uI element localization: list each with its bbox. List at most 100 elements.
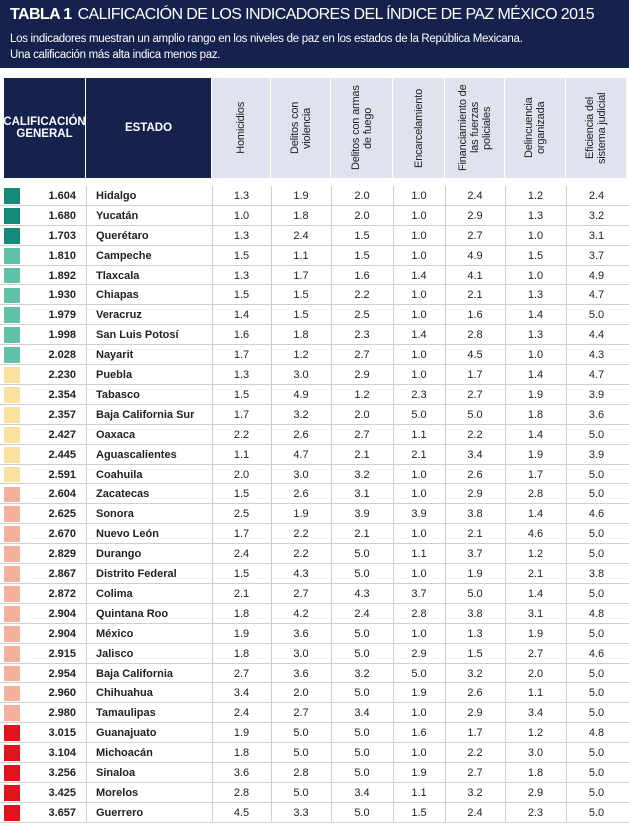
column-divider: [86, 186, 87, 823]
table-row: 1.810 Campeche 1.5 1.1 1.5 1.0 4.9 1.5 3.7: [0, 246, 629, 266]
score: 2.872: [48, 587, 76, 600]
indicator-value: 5.0: [467, 587, 483, 600]
indicator-value: 1.0: [411, 747, 427, 760]
indicator-value: 2.9: [354, 369, 370, 382]
indicator-value: 2.1: [467, 289, 483, 302]
indicator-value: 1.0: [411, 229, 427, 242]
indicator-value: 5.0: [354, 806, 370, 819]
indicator-value: 4.5: [467, 349, 483, 362]
indicator-value: 2.7: [293, 707, 309, 720]
indicator-value: 2.1: [354, 448, 370, 461]
table-row: 3.015 Guanajuato 1.9 5.0 5.0 1.6 1.7 1.2 4.8: [0, 723, 629, 744]
indicator-value: 5.0: [354, 568, 370, 581]
state: Querétaro: [96, 229, 149, 242]
indicator-value: 1.5: [467, 647, 483, 660]
table-row: 2.591 Coahuila 2.0 3.0 3.2 1.0 2.6 1.7 5.0: [0, 465, 629, 485]
score: 2.670: [48, 528, 76, 541]
color-swatch: [4, 446, 20, 463]
indicator-value: 3.9: [588, 388, 605, 401]
state: Chihuahua: [96, 687, 153, 700]
table-row: 1.892 Tlaxcala 1.3 1.7 1.6 1.4 4.1 1.0 4.9: [0, 266, 629, 286]
indicator-value: 2.3: [354, 329, 370, 342]
indicator-value: 1.5: [293, 309, 309, 322]
indicator-value: 3.1: [588, 229, 605, 242]
subtitle: Una calificación más alta indica menos p…: [10, 49, 221, 61]
table-row: 2.960 Chihuahua 3.4 2.0 5.0 1.9 2.6 1.1 5.0: [0, 684, 629, 704]
indicator-value: 2.4: [293, 229, 309, 242]
state: Sinaloa: [96, 767, 136, 780]
color-swatch: [4, 625, 20, 642]
color-swatch: [4, 745, 20, 762]
score: 2.625: [48, 508, 76, 521]
indicator-value: 1.8: [527, 767, 544, 780]
indicator-value: 4.6: [588, 647, 605, 660]
color-swatch: [4, 267, 20, 284]
score: 2.230: [48, 369, 76, 382]
indicator-value: 1.4: [527, 309, 544, 322]
table-row: 2.354 Tabasco 1.5 4.9 1.2 2.3 2.7 1.9 3.9: [0, 385, 629, 405]
column-header-text: Encarcelamiento: [412, 88, 425, 168]
color-swatch: [4, 605, 20, 622]
state: Sonora: [96, 508, 134, 521]
column-divider: [445, 186, 446, 823]
indicator-value: 2.6: [293, 488, 309, 501]
indicator-value: 2.9: [467, 707, 483, 720]
indicator-value: 1.7: [233, 408, 250, 421]
indicator-value: 1.1: [411, 428, 427, 441]
indicator-value: 5.0: [588, 587, 605, 600]
indicator-value: 2.4: [233, 548, 250, 561]
indicator-value: 1.0: [233, 209, 250, 222]
indicator-value: 2.4: [233, 707, 250, 720]
table-row: 2.670 Nuevo León 1.7 2.2 2.1 1.0 2.1 4.6 5.0: [0, 524, 629, 545]
table-row: 1.930 Chiapas 1.5 1.5 2.2 1.0 2.1 1.3 4.7: [0, 286, 629, 306]
indicator-value: 1.0: [411, 249, 427, 262]
indicator-value: 5.0: [588, 488, 605, 501]
table-row: 2.867 Distrito Federal 1.5 4.3 5.0 1.0 1.9 2.1 3…: [0, 564, 629, 584]
indicator-value: 5.0: [354, 687, 370, 700]
indicator-value: 4.3: [293, 568, 309, 581]
column-header-text: ESTADO: [124, 122, 173, 134]
indicator-value: 4.5: [233, 806, 250, 819]
indicator-value: 1.0: [411, 209, 427, 222]
score: 1.680: [48, 209, 76, 222]
indicator-value: 1.9: [527, 627, 544, 640]
indicator-value: 5.0: [467, 408, 483, 421]
indicator-value: 5.0: [588, 667, 605, 680]
indicator-value: 3.0: [293, 369, 309, 382]
indicator-value: 1.9: [293, 508, 309, 521]
column-header: Financiamiento de las fuerzas policiales: [445, 78, 505, 178]
indicator-value: 3.7: [588, 249, 605, 262]
indicator-value: 5.0: [588, 468, 605, 481]
title-line: TABLA 1 CALIFICACIÓN DE LOS INDICADORES D…: [10, 6, 595, 24]
indicator-value: 1.4: [527, 508, 544, 521]
state: Jalisco: [96, 647, 134, 660]
indicator-value: 4.3: [354, 587, 370, 600]
indicator-value: 1.3: [233, 269, 250, 282]
indicator-value: 1.2: [354, 388, 370, 401]
indicator-value: 1.5: [233, 488, 250, 501]
score: 1.892: [48, 269, 76, 282]
indicator-value: 5.0: [588, 627, 605, 640]
color-swatch: [4, 188, 20, 204]
column-header-text: Delitos con armas de fuego: [349, 85, 374, 171]
indicator-value: 1.0: [411, 707, 427, 720]
score: 3.015: [48, 727, 76, 740]
indicator-value: 1.0: [411, 309, 427, 322]
indicator-value: 1.9: [527, 388, 544, 401]
color-swatch: [4, 506, 20, 523]
indicator-value: 4.7: [588, 369, 605, 382]
indicator-value: 3.4: [354, 707, 370, 720]
indicator-value: 2.9: [411, 647, 427, 660]
indicator-value: 4.9: [293, 388, 309, 401]
indicator-value: 3.9: [588, 448, 605, 461]
indicator-value: 3.6: [293, 627, 309, 640]
indicator-value: 3.0: [527, 747, 544, 760]
color-swatch: [4, 765, 20, 781]
score: 3.657: [48, 806, 76, 819]
indicator-value: 4.2: [293, 607, 309, 620]
indicator-value: 2.7: [354, 428, 370, 441]
indicator-value: 2.0: [233, 468, 250, 481]
score: 2.954: [48, 667, 76, 680]
